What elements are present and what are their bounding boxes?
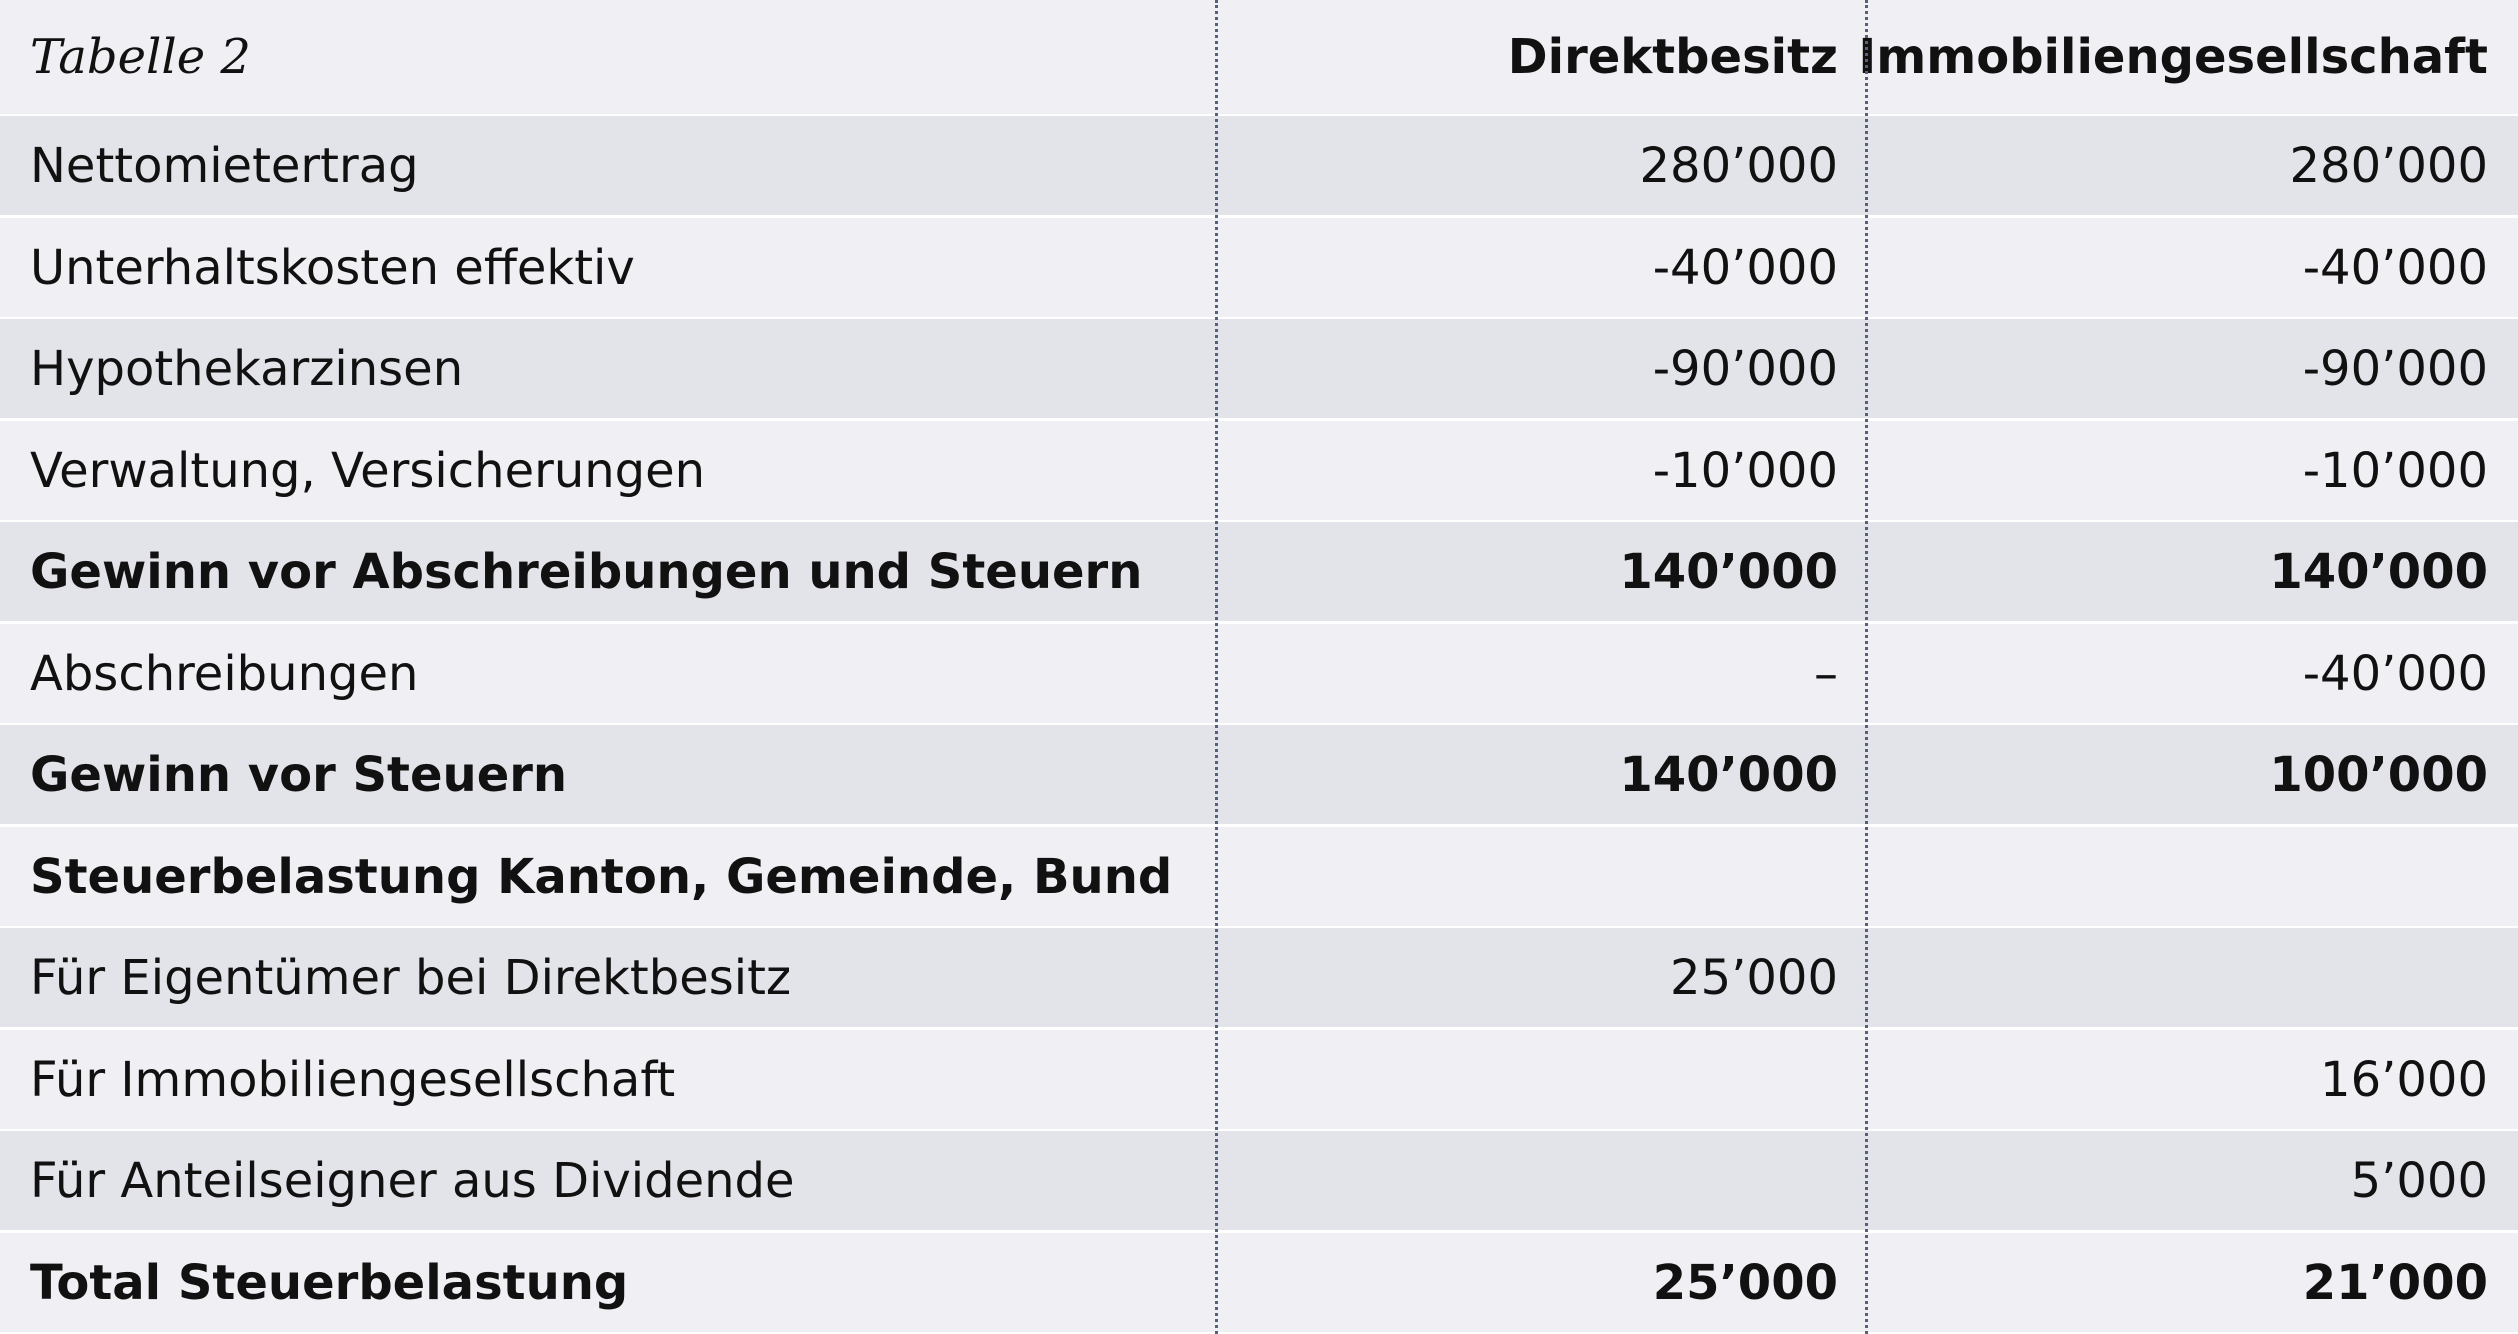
table-row: Steuerbelastung Kanton, Gemeinde, Bund [0,827,2518,926]
row-label: Hypothekarzinsen [30,340,464,397]
table-row: Abschreibungen – -40’000 [0,624,2518,723]
row-value-immobiliengesellschaft: 140’000 [2269,543,2488,600]
table-row: Total Steuerbelastung 25’000 21’000 [0,1233,2518,1332]
row-value-direktbesitz: -40’000 [1652,239,1838,296]
column-separator-2 [1865,0,1868,1334]
row-value-direktbesitz [1220,827,1838,926]
row-value-immobiliengesellschaft [1880,827,2488,926]
row-label: Nettomietertrag [30,137,419,194]
row-value-direktbesitz: 140’000 [1619,746,1838,803]
table-title: Tabelle 2 [30,29,251,85]
row-label: Total Steuerbelastung [30,1254,629,1311]
row-label: Für Eigentümer bei Direktbesitz [30,949,792,1006]
table-row: Gewinn vor Abschreibungen und Steuern 140… [0,522,2518,621]
table-header-row: Tabelle 2 Direktbesitz Immobiliengesells… [0,0,2518,114]
row-label: Für Anteilseigner aus Dividende [30,1152,795,1209]
table-row: Nettomietertrag 280’000 280’000 [0,116,2518,215]
row-label: Abschreibungen [30,645,419,702]
table-row: Hypothekarzinsen -90’000 -90’000 [0,319,2518,418]
row-value-immobiliengesellschaft: 100’000 [2269,746,2488,803]
row-label: Unterhaltskosten effektiv [30,239,635,296]
row-value-direktbesitz [1220,1030,1838,1129]
row-label: Steuerbelastung Kanton, Gemeinde, Bund [30,848,1173,905]
table-row: Für Eigentümer bei Direktbesitz 25’000 [0,928,2518,1027]
row-value-direktbesitz: 25’000 [1670,949,1838,1006]
table-row: Gewinn vor Steuern 140’000 100’000 [0,725,2518,824]
row-value-direktbesitz: 280’000 [1639,137,1839,194]
row-value-immobiliengesellschaft: -40’000 [2302,239,2488,296]
row-value-immobiliengesellschaft: -40’000 [2302,645,2488,702]
row-value-direktbesitz: – [1814,645,1838,702]
row-value-direktbesitz: -10’000 [1652,442,1838,499]
row-value-direktbesitz: -90’000 [1652,340,1838,397]
row-value-immobiliengesellschaft: 16’000 [2320,1051,2488,1108]
row-value-immobiliengesellschaft: -10’000 [2302,442,2488,499]
row-label: Gewinn vor Abschreibungen und Steuern [30,543,1143,600]
row-value-direktbesitz: 25’000 [1652,1254,1838,1311]
row-value-direktbesitz [1220,1131,1838,1230]
row-label: Für Immobiliengesellschaft [30,1051,676,1108]
row-value-immobiliengesellschaft [1880,928,2488,1027]
column-separator-1 [1215,0,1218,1334]
row-value-direktbesitz: 140’000 [1619,543,1838,600]
table-row: Verwaltung, Versicherungen -10’000 -10’000 [0,421,2518,520]
row-value-immobiliengesellschaft: 5’000 [2350,1152,2488,1209]
table-row: Für Anteilseigner aus Dividende 5’000 [0,1131,2518,1230]
row-label: Gewinn vor Steuern [30,746,568,803]
row-value-immobiliengesellschaft: 21’000 [2302,1254,2488,1311]
column-header-direktbesitz: Direktbesitz [1507,29,1838,85]
row-value-immobiliengesellschaft: -90’000 [2302,340,2488,397]
table-row: Unterhaltskosten effektiv -40’000 -40’000 [0,218,2518,317]
row-label: Verwaltung, Versicherungen [30,442,706,499]
column-header-immobiliengesellschaft: Immobiliengesellschaft [1858,29,2488,85]
row-value-immobiliengesellschaft: 280’000 [2289,137,2489,194]
table-row: Für Immobiliengesellschaft 16’000 [0,1030,2518,1129]
